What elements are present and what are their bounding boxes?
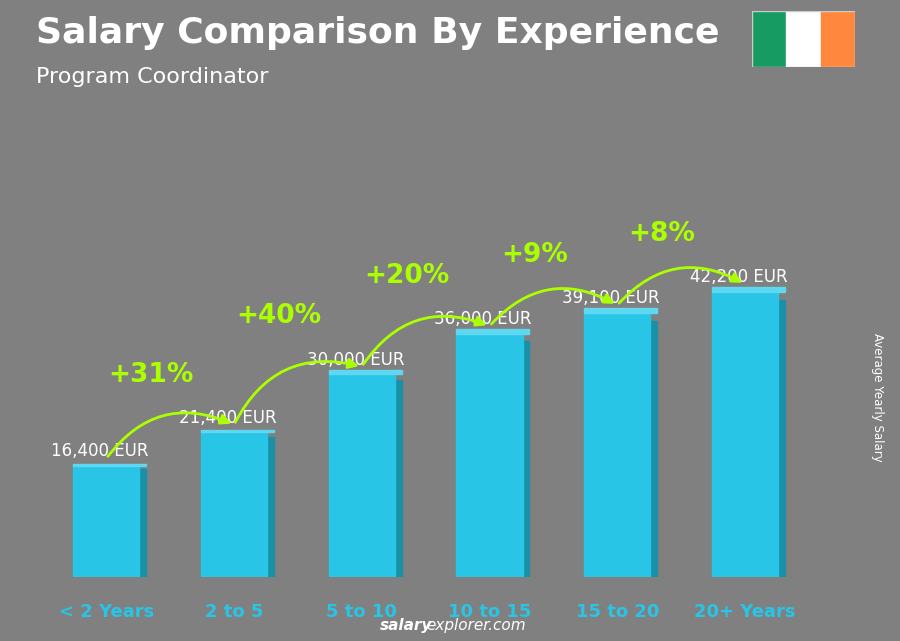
Bar	[73, 464, 146, 466]
Bar	[328, 374, 395, 577]
Bar	[73, 466, 140, 577]
Text: +20%: +20%	[364, 263, 449, 289]
Text: 42,200 EUR: 42,200 EUR	[689, 268, 788, 286]
Text: 30,000 EUR: 30,000 EUR	[307, 351, 404, 369]
Bar	[712, 287, 785, 292]
Bar	[267, 437, 274, 577]
Text: +31%: +31%	[108, 362, 194, 388]
Bar	[523, 341, 529, 577]
Text: 15 to 20: 15 to 20	[575, 603, 659, 621]
Text: 39,100 EUR: 39,100 EUR	[562, 289, 660, 307]
Text: 36,000 EUR: 36,000 EUR	[435, 310, 532, 328]
Text: explorer.com: explorer.com	[427, 619, 526, 633]
Bar	[584, 308, 657, 313]
Text: < 2 Years: < 2 Years	[58, 603, 154, 621]
Bar	[201, 432, 267, 577]
Text: 16,400 EUR: 16,400 EUR	[51, 442, 149, 460]
Text: +8%: +8%	[628, 221, 696, 247]
Text: Salary Comparison By Experience: Salary Comparison By Experience	[36, 16, 719, 50]
Text: 2 to 5: 2 to 5	[205, 603, 263, 621]
Text: 5 to 10: 5 to 10	[327, 603, 397, 621]
Bar	[752, 11, 786, 67]
Bar	[821, 11, 855, 67]
Bar	[651, 320, 657, 577]
Text: 10 to 15: 10 to 15	[448, 603, 531, 621]
Bar	[712, 292, 778, 577]
Bar	[395, 380, 401, 577]
Bar	[456, 333, 523, 577]
Text: Program Coordinator: Program Coordinator	[36, 67, 268, 87]
Bar	[201, 429, 274, 432]
Bar	[328, 370, 401, 374]
Bar	[584, 313, 651, 577]
Text: +9%: +9%	[500, 242, 568, 268]
Text: 21,400 EUR: 21,400 EUR	[179, 409, 276, 427]
Bar	[778, 300, 785, 577]
Bar	[786, 11, 821, 67]
Text: Average Yearly Salary: Average Yearly Salary	[871, 333, 884, 462]
Text: salary: salary	[380, 619, 432, 633]
Bar	[140, 469, 146, 577]
Text: +40%: +40%	[236, 303, 321, 329]
Bar	[456, 329, 529, 333]
Text: 20+ Years: 20+ Years	[694, 603, 796, 621]
